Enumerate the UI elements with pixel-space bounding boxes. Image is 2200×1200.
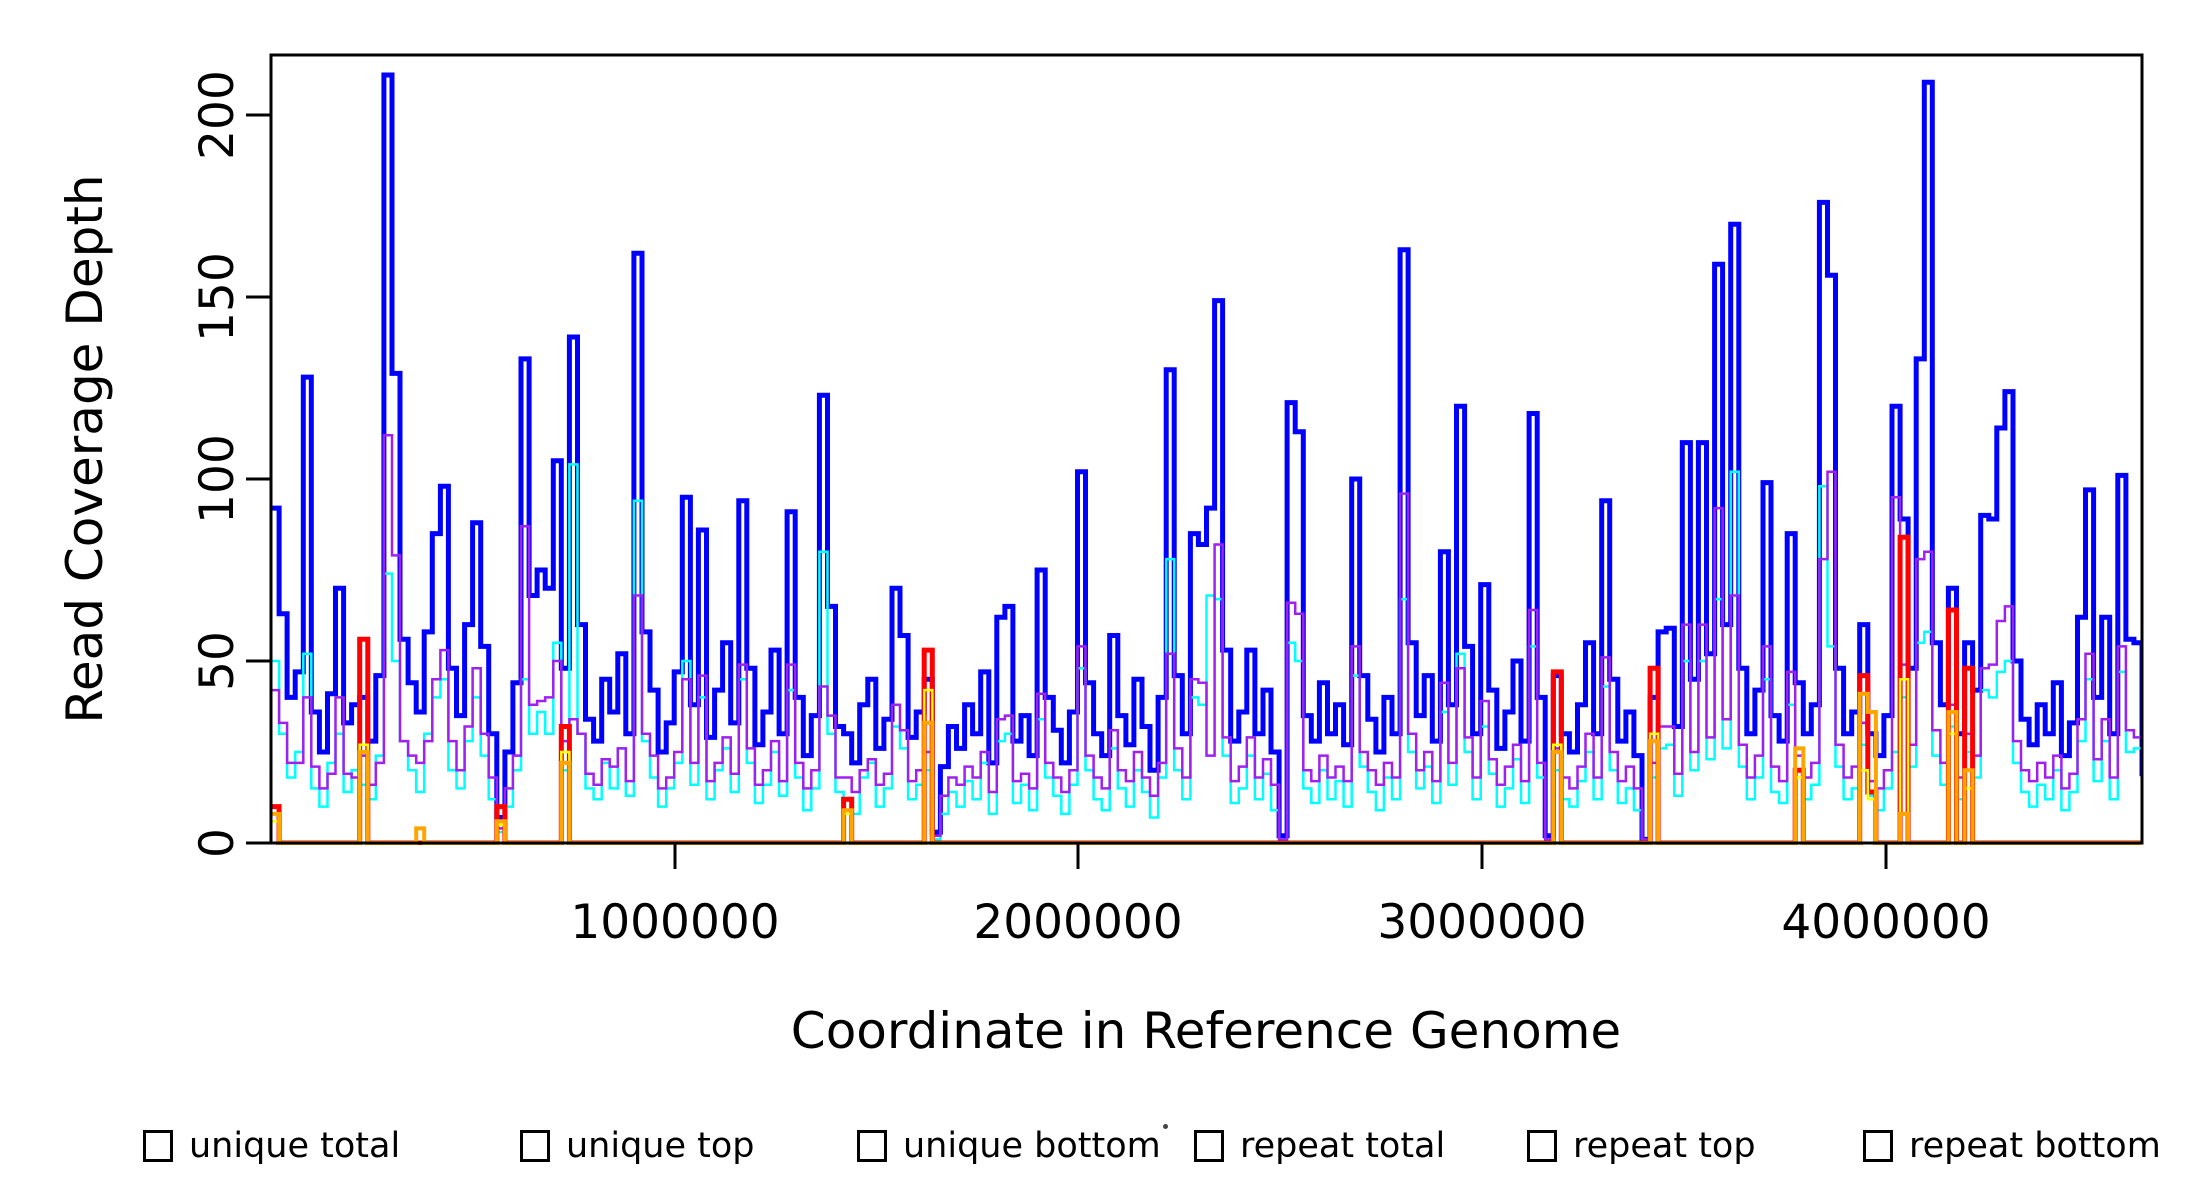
legend-label: unique bottom [903,1126,1161,1166]
x-tick-1000000: 1000000 [570,895,779,950]
legend-item-unique-bottom: unique bottom [857,1126,1161,1166]
legend-item-repeat-total: repeat total [1194,1126,1445,1166]
x-tick-4000000: 4000000 [1781,895,1990,950]
legend-item-repeat-bottom: repeat bottom [1863,1126,2161,1166]
y-tick-0: 0 [190,828,245,858]
unique-bottom-swatch-icon [857,1130,887,1162]
x-tick-3000000: 3000000 [1377,895,1586,950]
y-tick-150: 150 [190,252,245,342]
legend-item-repeat-top: repeat top [1527,1126,1756,1166]
y-tick-200: 200 [190,70,245,160]
plot-border [269,53,2144,845]
legend-label: repeat total [1240,1126,1446,1166]
unique-top-swatch-icon [520,1130,550,1162]
repeat-bottom-swatch-icon [1863,1130,1893,1162]
legend-label: repeat bottom [1909,1126,2161,1166]
legend: unique total unique top unique bottom re… [0,1126,2200,1186]
x-axis-ticks [673,843,1888,869]
repeat-top-swatch-icon [1527,1130,1557,1162]
legend-label: unique total [189,1126,401,1166]
unique-total-swatch-icon [143,1130,173,1162]
legend-item-unique-top: unique top [520,1126,755,1166]
series-lines [272,72,2141,845]
y-tick-100: 100 [190,434,245,524]
x-axis-title: Coordinate in Reference Genome [791,1002,1621,1060]
series-line-unique-bottom [272,434,2141,841]
stray-mark [1163,1124,1168,1129]
legend-item-unique-total: unique total [143,1126,400,1166]
x-tick-2000000: 2000000 [973,895,1182,950]
legend-label: unique top [566,1126,755,1166]
y-tick-50: 50 [190,631,245,691]
y-axis-title: Read Coverage Depth [56,174,114,723]
legend-label: repeat top [1573,1126,1756,1166]
y-axis-tick-labels: 0 50 100 150 200 [190,70,245,858]
y-axis-ticks [246,113,271,845]
repeat-total-swatch-icon [1194,1130,1224,1162]
x-axis-tick-labels: 1000000 2000000 3000000 4000000 [570,895,1990,950]
